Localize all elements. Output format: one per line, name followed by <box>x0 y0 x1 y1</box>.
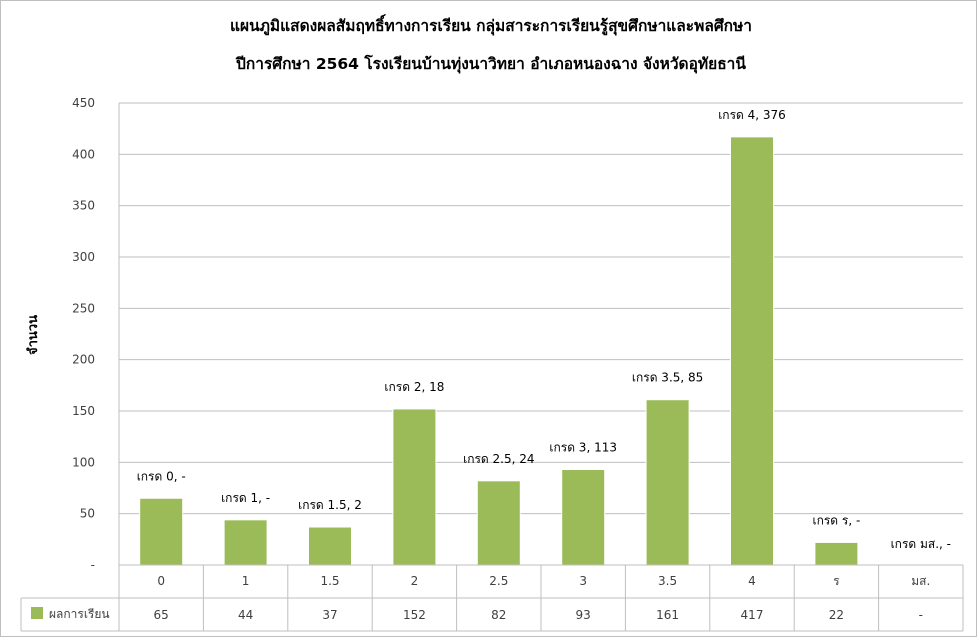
table-value-cell: 37 <box>322 608 337 622</box>
category-label: 3.5 <box>658 574 677 588</box>
data-label: เกรด 0, - <box>137 469 186 483</box>
y-tick-label: 250 <box>72 301 95 315</box>
table-value-cell: 417 <box>741 608 764 622</box>
y-tick-label: 100 <box>72 455 95 469</box>
y-axis-title: จำนวน <box>25 315 41 355</box>
category-label: 2.5 <box>489 574 508 588</box>
table-value-cell: 65 <box>154 608 169 622</box>
data-label: เกรด มส., - <box>891 537 951 551</box>
category-label: 4 <box>748 574 756 588</box>
y-tick-label: - <box>91 558 95 572</box>
table-value-cell: 93 <box>576 608 591 622</box>
bar <box>308 526 352 566</box>
y-tick-label: 300 <box>72 250 95 264</box>
legend-label: ผลการเรียน <box>49 607 110 621</box>
category-label: 2 <box>411 574 419 588</box>
y-tick-label: 400 <box>72 147 95 161</box>
data-label: เกรด ร, - <box>812 513 860 527</box>
category-label: 3 <box>579 574 587 588</box>
table-value-cell: 44 <box>238 608 253 622</box>
y-tick-label: 350 <box>72 199 95 213</box>
table-value-cell: 152 <box>403 608 426 622</box>
table-value-cell: 22 <box>829 608 844 622</box>
table-value-cell: - <box>919 608 923 622</box>
data-label: เกรด 1.5, 2 <box>298 498 362 512</box>
y-tick-label: 200 <box>72 353 95 367</box>
data-label: เกรด 3, 113 <box>549 441 617 455</box>
bar <box>730 136 774 566</box>
category-label: 1 <box>242 574 250 588</box>
data-label: เกรด 1, - <box>221 491 270 505</box>
bar <box>139 497 184 566</box>
data-label: เกรด 2, 18 <box>384 380 444 394</box>
y-tick-label: 450 <box>72 96 95 110</box>
chart-title: แผนภูมิแสดงผลสัมฤทธิ์ทางการเรียน กลุ่มสา… <box>230 14 752 37</box>
category-label: มส. <box>911 574 930 588</box>
data-label: เกรด 2.5, 24 <box>463 452 534 466</box>
gridlines <box>118 102 963 565</box>
data-labels: - 50 100 150 200 250 300 350 400 450 เกรด 0, - เกรด… <box>72 96 951 572</box>
category-label: 1.5 <box>320 574 339 588</box>
category-label: ร <box>833 574 840 588</box>
data-label: เกรด 3.5, 85 <box>632 371 703 385</box>
data-label: เกรด 4, 376 <box>718 108 786 122</box>
bar <box>561 469 606 566</box>
y-tick-label: 150 <box>72 404 95 418</box>
bar <box>645 399 690 566</box>
category-label: 0 <box>157 574 165 588</box>
legend-key <box>31 607 43 619</box>
bar <box>223 519 268 566</box>
bar <box>814 541 859 566</box>
data-table: 0 65 1 44 1.5 37 2 152 2.5 82 3 93 3.5 161 4 417 ร 22 มส. -… <box>20 564 964 632</box>
bar <box>476 480 521 566</box>
chart-subtitle: ปีการศึกษา 2564 โรงเรียนบ้านทุ่งนาวิทยา … <box>235 54 746 74</box>
table-value-cell: 161 <box>656 608 679 622</box>
bar <box>392 408 437 566</box>
table-value-cell: 82 <box>491 608 506 622</box>
y-tick-label: 50 <box>80 507 95 521</box>
